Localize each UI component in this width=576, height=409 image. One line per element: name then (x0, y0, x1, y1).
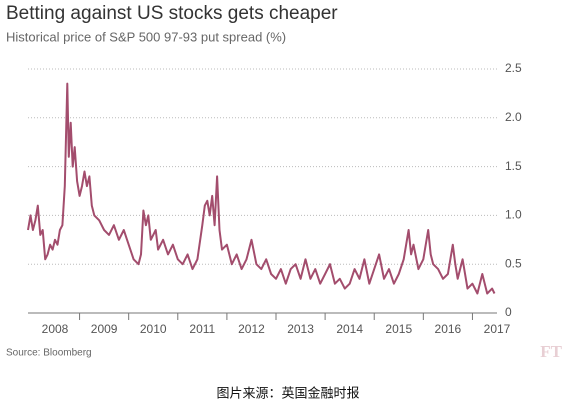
y-tick-label: 2.5 (505, 61, 522, 75)
x-tick-label: 2012 (238, 322, 265, 336)
line (27, 82, 496, 295)
logo: FT (540, 342, 562, 361)
x-tick-label: 2017 (484, 322, 511, 336)
chart-title: Betting against US stocks gets cheaper (6, 3, 338, 24)
x-tick-label: 2015 (385, 322, 412, 336)
x-tick-label: 2011 (189, 322, 215, 336)
y-tick-label: 0.5 (505, 256, 522, 270)
y-tick-label: 2.0 (505, 110, 522, 124)
y-tick-label: 0 (505, 305, 512, 319)
x-tick-label: 2008 (42, 322, 69, 336)
x-tick-label: 2009 (91, 322, 118, 336)
caption: 图片来源：英国金融时报 (216, 385, 359, 400)
source: Source: Bloomberg (6, 348, 92, 359)
x-tick-label: 2016 (435, 322, 462, 336)
y-tick-label: 1.5 (505, 159, 522, 173)
x-tick-label: 2010 (140, 322, 167, 336)
y-tick-label: 1.0 (505, 208, 522, 222)
x-tick-label: 2013 (287, 322, 314, 336)
chart-subtitle: Historical price of S&P 500 97-93 put sp… (6, 29, 286, 44)
x-tick-label: 2014 (336, 322, 363, 336)
